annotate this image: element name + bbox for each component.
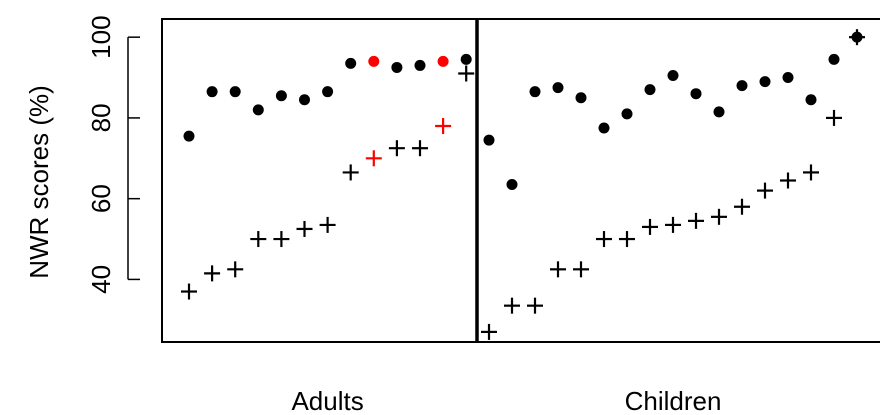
plus-marker [412, 140, 428, 157]
dot-marker [644, 84, 656, 96]
plus-marker [665, 216, 681, 233]
y-tick-label: 40 [86, 265, 116, 294]
plus-marker [296, 220, 313, 237]
dot-marker [391, 61, 403, 73]
plus-marker [273, 231, 290, 248]
dot-marker [299, 94, 310, 106]
plus-marker [458, 65, 475, 82]
y-axis: 40 60 80 100 [86, 15, 140, 294]
dot-marker [851, 31, 863, 43]
plus-marker [527, 297, 543, 314]
dot-marker [759, 76, 771, 88]
plot-marks [161, 18, 880, 343]
plus-marker [204, 265, 221, 282]
plus-marker [481, 323, 497, 340]
y-tick-label: 100 [86, 15, 116, 58]
dot-marker [736, 80, 748, 92]
dot-marker [782, 72, 794, 84]
plus-marker [365, 150, 382, 167]
dot-marker [575, 92, 587, 104]
dot-marker [183, 130, 195, 142]
dot-marker [437, 55, 449, 67]
dot-marker [322, 86, 334, 98]
plus-marker [550, 261, 566, 278]
plus-marker [826, 109, 842, 126]
dot-marker [598, 122, 610, 134]
dot-marker [206, 86, 218, 98]
dot-marker [690, 88, 702, 100]
group-label: Children [625, 386, 722, 415]
y-tick-label: 60 [86, 184, 116, 213]
plus-marker [711, 208, 727, 225]
plus-marker [388, 140, 405, 157]
plus-marker [734, 198, 750, 215]
plus-marker [803, 164, 819, 181]
dot-marker [529, 86, 541, 98]
plus-marker [319, 216, 336, 233]
group-label: Adults [291, 386, 363, 415]
plus-marker [342, 164, 359, 181]
plus-marker [757, 182, 773, 199]
plus-marker [780, 172, 796, 189]
dot-marker [483, 134, 495, 146]
group-labels: Adults Children [291, 386, 721, 415]
dot-marker [345, 57, 357, 69]
dot-marker [828, 53, 840, 65]
y-axis-label: NWR scores (%) [24, 85, 54, 279]
plus-marker [435, 117, 452, 134]
dot-marker [506, 179, 518, 191]
dot-marker [275, 90, 287, 102]
plus-marker [596, 231, 612, 248]
dot-marker [667, 70, 679, 82]
dot-marker [621, 108, 633, 120]
dot-marker [252, 104, 264, 116]
dot-marker [368, 55, 380, 67]
plus-marker [573, 261, 589, 278]
plot-frame [161, 18, 880, 343]
y-tick-label: 80 [86, 103, 116, 132]
dot-marker [414, 59, 426, 71]
plus-marker [181, 283, 197, 300]
plus-marker [688, 212, 704, 229]
plus-marker [642, 218, 658, 235]
dot-marker [713, 106, 725, 118]
dot-marker [552, 82, 564, 94]
plus-marker [227, 261, 244, 278]
plus-marker [504, 297, 520, 314]
dot-marker [805, 94, 817, 106]
plus-marker [619, 231, 635, 248]
dot-marker [229, 86, 241, 98]
plus-marker [250, 231, 267, 248]
dot-marker [460, 53, 472, 65]
